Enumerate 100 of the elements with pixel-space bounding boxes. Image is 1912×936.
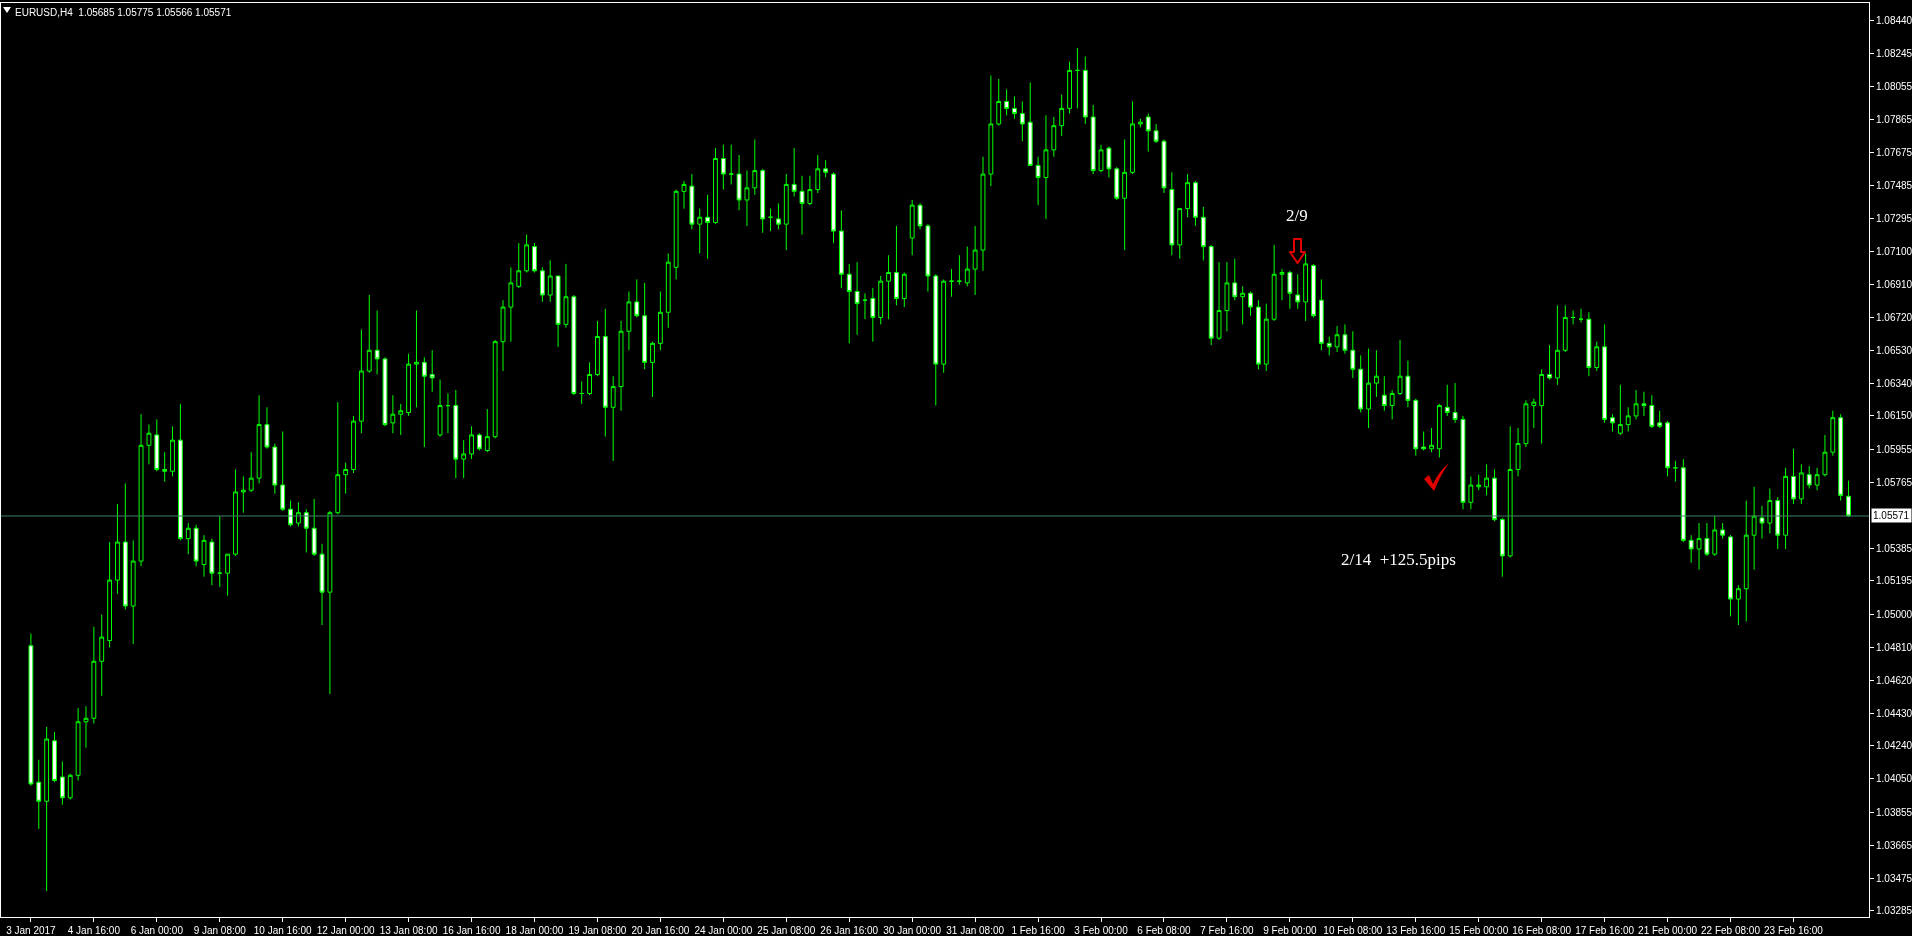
x-tick-label: 4 Jan 16:00: [67, 925, 121, 936]
x-tick-label: 10 Jan 16:00: [253, 925, 313, 936]
candlestick: [1350, 330, 1356, 379]
candlestick: [626, 291, 632, 351]
candlestick: [539, 266, 545, 303]
candlestick: [1562, 304, 1568, 353]
x-tick-label: 1 Feb 16:00: [1011, 925, 1066, 936]
candlestick: [878, 275, 884, 325]
y-tick-label: 1.06720: [1876, 311, 1912, 323]
candlestick: [1279, 268, 1285, 301]
candlestick: [524, 234, 530, 274]
candlestick: [351, 415, 356, 474]
candlestick: [949, 268, 954, 298]
candlestick: [1570, 310, 1576, 325]
candlestick: [1484, 463, 1490, 496]
candlestick: [571, 294, 577, 396]
candlestick: [1610, 413, 1615, 432]
candlestick: [1248, 291, 1253, 317]
candlestick: [1012, 95, 1017, 120]
candlestick: [689, 173, 695, 230]
x-tick-label: 25 Jan 08:00: [757, 925, 816, 936]
candlestick: [901, 272, 907, 308]
x-tick-label: 10 Feb 08:00: [1323, 925, 1383, 936]
candlestick: [398, 403, 404, 436]
candlestick: [272, 443, 278, 495]
candlestick: [783, 173, 789, 251]
candlestick: [956, 254, 962, 286]
candlestick: [1798, 463, 1804, 505]
candlestick: [1240, 285, 1246, 325]
candlestick: [870, 287, 876, 343]
y-tick-label: 1.03855: [1876, 806, 1912, 818]
candlestick: [1090, 104, 1096, 175]
candlestick: [1342, 323, 1348, 355]
candlestick: [1255, 299, 1261, 370]
y-tick-label: 1.07100: [1876, 246, 1912, 258]
candlestick: [1130, 100, 1135, 175]
candlestick: [1389, 389, 1395, 420]
candlestick: [1476, 474, 1482, 491]
candlestick: [1704, 522, 1710, 557]
candlestick: [1814, 467, 1820, 491]
candlestick: [311, 498, 317, 557]
candlestick: [846, 263, 852, 344]
candlestick: [1649, 394, 1655, 429]
candlestick: [1271, 244, 1277, 322]
candlestick: [1641, 391, 1647, 417]
candlestick: [1806, 465, 1812, 490]
y-tick-label: 1.05385: [1876, 542, 1912, 554]
candlestick: [421, 356, 427, 448]
x-tick-label: 21 Feb 00:00: [1638, 925, 1698, 936]
y-tick-label: 1.06340: [1876, 377, 1912, 389]
x-tick-label: 6 Feb 08:00: [1137, 925, 1192, 936]
y-tick-label: 1.08440: [1876, 14, 1912, 26]
candlestick: [579, 380, 585, 405]
candlestick: [1822, 434, 1828, 477]
candlestick: [1019, 100, 1025, 142]
y-tick-label: 1.07295: [1876, 212, 1912, 224]
x-tick-label: 26 Jan 16:00: [820, 925, 879, 936]
y-tick-label: 1.05765: [1876, 476, 1912, 488]
candlestick: [1405, 360, 1411, 408]
candlestick: [768, 208, 773, 232]
candlestick: [44, 726, 50, 892]
candlestick: [988, 75, 994, 187]
candlestick: [154, 418, 160, 472]
candlestick: [508, 266, 514, 343]
candlestick: [1743, 500, 1749, 623]
candlestick: [886, 254, 891, 320]
candlestick: [1208, 244, 1214, 346]
candlestick: [366, 294, 372, 374]
candlestick: [1043, 114, 1049, 220]
candlestick: [1153, 123, 1159, 144]
candlestick: [1232, 258, 1238, 301]
candlestick: [437, 379, 443, 438]
y-tick-label: 1.06530: [1876, 344, 1912, 356]
candlestick: [1114, 166, 1120, 201]
candlestick: [532, 242, 537, 274]
candlestick: [75, 707, 81, 781]
candlestick: [1586, 311, 1592, 377]
candlestick: [1499, 517, 1505, 578]
x-tick-label: 19 Jan 08:00: [568, 925, 627, 936]
candlestick: [1696, 522, 1702, 571]
candlestick: [1098, 144, 1104, 173]
candlestick: [1051, 116, 1057, 158]
candlestick: [728, 144, 734, 185]
candlestick: [36, 759, 42, 830]
candlestick: [1318, 278, 1324, 351]
candlestick: [469, 425, 474, 460]
candlestick: [201, 534, 207, 578]
candlestick: [28, 633, 34, 787]
candlestick: [657, 291, 663, 351]
candlestick: [807, 175, 813, 206]
candlestick: [1413, 398, 1419, 457]
candlestick: [1145, 113, 1151, 153]
candlestick: [177, 403, 183, 541]
candlestick: [1665, 420, 1670, 477]
candlestick: [52, 731, 57, 783]
candlestick: [1735, 584, 1741, 626]
candlestick: [941, 278, 947, 374]
candlestick: [83, 705, 89, 749]
candlestick: [1751, 486, 1757, 571]
x-tick-label: 13 Jan 08:00: [379, 925, 438, 936]
